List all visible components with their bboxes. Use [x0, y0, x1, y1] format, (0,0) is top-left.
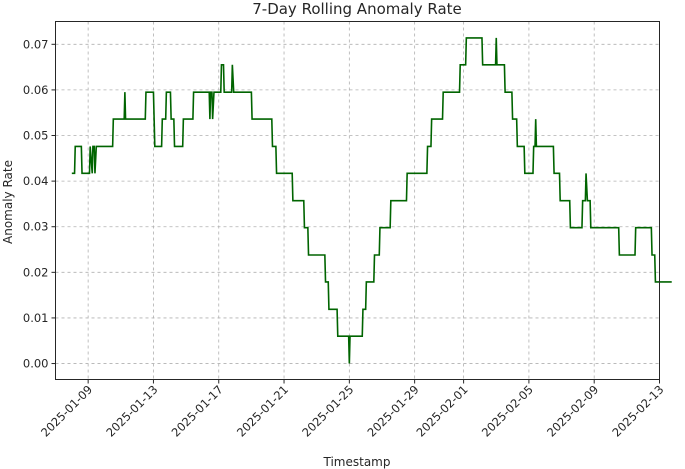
y-tick-label: 0.07	[23, 37, 49, 51]
y-tick-label: 0.00	[23, 357, 49, 371]
series-line-0	[71, 37, 672, 364]
y-tick-label: 0.06	[23, 83, 49, 97]
y-tick-label: 0.02	[23, 265, 49, 279]
y-axis: 0.00 0.01 0.02 0.03 0.04 0.05 0.06 0.07	[23, 37, 56, 371]
x-axis-label: Timestamp	[323, 455, 391, 469]
y-tick-label: 0.01	[23, 311, 49, 325]
y-axis-label: Anomaly Rate	[1, 160, 15, 244]
y-tick-label: 0.03	[23, 220, 49, 234]
x-tick-label: 2025-02-05	[479, 382, 536, 439]
x-tick-label: 2025-01-09	[38, 382, 95, 439]
x-tick-label: 2025-02-13	[609, 382, 666, 439]
x-tick-label: 2025-01-13	[103, 382, 160, 439]
plot-frame	[55, 21, 660, 380]
grid	[55, 21, 660, 380]
x-tick-label: 2025-01-17	[169, 382, 226, 439]
x-tick-label: 2025-02-01	[414, 382, 471, 439]
x-tick-label: 2025-02-09	[544, 382, 601, 439]
y-tick-label: 0.05	[23, 129, 49, 143]
x-tick-label: 2025-01-21	[234, 382, 291, 439]
x-tick-label: 2025-01-25	[299, 382, 356, 439]
chart-title: 7-Day Rolling Anomaly Rate	[252, 0, 462, 18]
y-tick-label: 0.04	[23, 174, 49, 188]
x-tick-label: 2025-01-29	[365, 382, 422, 439]
x-axis: 2025-01-09 2025-01-13 2025-01-17 2025-01-21…	[38, 379, 667, 440]
series-layer	[71, 37, 672, 364]
